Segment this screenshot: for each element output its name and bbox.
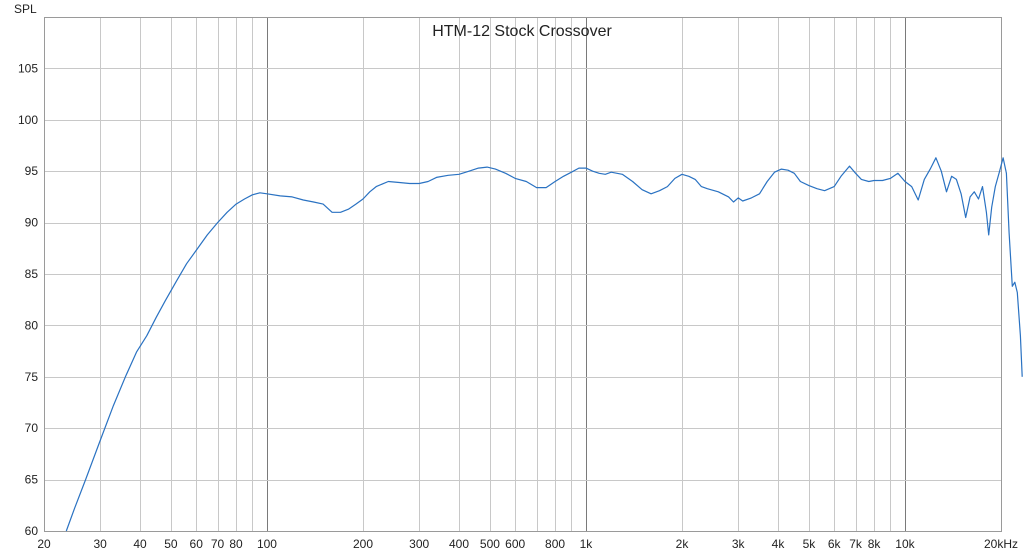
- x-tick-label: 30: [93, 537, 107, 551]
- y-tick-label: 95: [25, 164, 39, 178]
- x-tick-label: 20: [37, 537, 51, 551]
- x-tick-label: 400: [449, 537, 469, 551]
- y-tick-label: 60: [25, 524, 39, 538]
- x-tick-label: 100: [257, 537, 277, 551]
- x-tick-label: 50: [164, 537, 178, 551]
- x-tick-label: 800: [545, 537, 565, 551]
- x-tick-label: 200: [353, 537, 373, 551]
- x-tick-label: 80: [229, 537, 243, 551]
- y-tick-label: 85: [25, 267, 39, 281]
- x-tick-label: 7k: [849, 537, 863, 551]
- x-tick-label: 3k: [732, 537, 746, 551]
- y-tick-label: 70: [25, 421, 39, 435]
- x-tick-label: 4k: [772, 537, 786, 551]
- x-tick-label: 2k: [676, 537, 690, 551]
- y-axis-label: SPL: [14, 2, 37, 16]
- x-tick-label: 8k: [868, 537, 882, 551]
- x-tick-label: 40: [133, 537, 147, 551]
- x-tick-label: 5k: [803, 537, 817, 551]
- y-tick-label: 105: [18, 61, 38, 75]
- x-tick-label: 10k: [895, 537, 915, 551]
- grid-lines: [44, 17, 1002, 532]
- y-tick-label: 65: [25, 473, 39, 487]
- x-tick-label: 600: [505, 537, 525, 551]
- x-tick-label: 300: [409, 537, 429, 551]
- x-tick-label: 20kHz: [984, 537, 1018, 551]
- y-tick-label: 80: [25, 318, 39, 332]
- y-tick-label: 90: [25, 216, 39, 230]
- y-tick-label: 100: [18, 113, 38, 127]
- series-layer: [65, 157, 1023, 532]
- x-tick-label: 1k: [580, 537, 594, 551]
- frequency-response-line: [65, 157, 1023, 532]
- x-tick-label: 500: [480, 537, 500, 551]
- chart-title: HTM-12 Stock Crossover: [432, 23, 612, 40]
- tick-labels: 20 30 40 50 60 70 80 100 200 300 400 500 600 800 1k 2k 3…: [18, 61, 1018, 551]
- y-tick-label: 75: [25, 370, 39, 384]
- plot-frame: [44, 17, 1002, 532]
- x-tick-label: 60: [190, 537, 204, 551]
- x-tick-label: 6k: [828, 537, 842, 551]
- x-tick-label: 70: [211, 537, 225, 551]
